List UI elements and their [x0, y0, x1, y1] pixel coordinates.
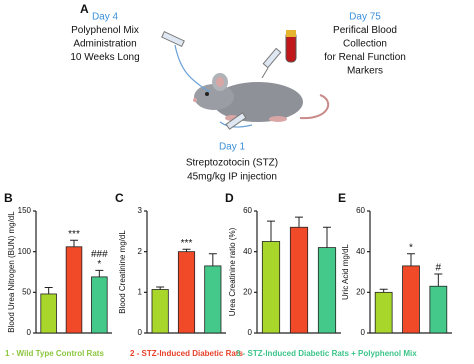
error-bar — [70, 239, 78, 247]
y-tick-label: 40 — [243, 247, 252, 256]
significance-label: *** — [68, 229, 80, 240]
step-text: Perifical Blood — [333, 25, 397, 36]
y-axis-label: Urea Creatinine ratio (%) — [228, 227, 237, 316]
bar — [402, 265, 420, 334]
mouse-illustration — [161, 30, 330, 130]
error-bar — [267, 220, 275, 242]
error-bar — [295, 216, 303, 228]
y-tick-label: 2 — [138, 247, 143, 256]
error-bar — [182, 248, 191, 252]
bar — [289, 226, 309, 334]
significance-label: ### — [91, 249, 108, 260]
y-tick-label: 60 — [356, 206, 365, 215]
y-tick-label: 20 — [243, 287, 252, 296]
step-text: Streptozotocin (STZ) — [186, 158, 278, 169]
legend-entry: 3 - STZ-Induced Diabetic Rats + Polyphen… — [236, 349, 417, 358]
day-label: Day 75 — [349, 12, 381, 23]
step-text: 10 Weeks Long — [70, 52, 139, 63]
panel-label: A — [80, 2, 89, 16]
y-tick-label: 150 — [18, 206, 32, 215]
y-tick-label: 0 — [27, 328, 32, 337]
bar — [91, 276, 108, 334]
y-axis-label: Blood Urea Nitrogen (BUN) mg/dL — [7, 211, 16, 333]
error-bar — [95, 269, 104, 277]
panel-label: E — [338, 191, 346, 205]
y-axis-label: Blood Creatinine mg/dL — [118, 230, 127, 314]
error-bar — [323, 226, 331, 248]
legend-entry: 1 - Wild Type Control Rats — [5, 349, 104, 358]
error-bar — [208, 253, 217, 266]
y-tick-label: 3 — [138, 206, 143, 215]
bar — [204, 265, 222, 334]
step-text: 45mg/kg IP injection — [187, 172, 277, 183]
y-tick-label: 20 — [356, 287, 365, 296]
panel-label: C — [115, 191, 124, 205]
y-tick-label: 0 — [248, 328, 253, 337]
step-text: for Renal Function — [324, 52, 406, 63]
bar — [65, 246, 83, 334]
panel-label: D — [225, 191, 234, 205]
y-tick-label: 40 — [356, 247, 365, 256]
bar — [429, 285, 448, 334]
y-tick-label: 0 — [361, 328, 366, 337]
error-bar — [44, 286, 53, 294]
step-text: Collection — [343, 39, 387, 50]
step-text: Markers — [347, 66, 383, 77]
y-tick-label: 100 — [18, 247, 32, 256]
y-tick-label: 0 — [138, 328, 143, 337]
step-text: Administration — [73, 39, 136, 50]
significance-label: # — [436, 263, 442, 274]
error-bar — [407, 253, 415, 266]
bar — [177, 251, 196, 334]
significance-label: * — [97, 259, 101, 270]
y-axis-label: Uric Acid mg/dL — [341, 243, 350, 300]
bar — [261, 241, 281, 334]
bar — [374, 291, 393, 334]
bar — [317, 247, 337, 334]
significance-label: * — [409, 242, 413, 253]
significance-label: *** — [181, 238, 193, 249]
bar — [151, 289, 169, 334]
error-bar — [434, 273, 443, 287]
error-bar — [156, 286, 165, 290]
y-tick-label: 60 — [243, 206, 252, 215]
y-tick-label: 1 — [138, 287, 143, 296]
day-label: Day 4 — [92, 12, 119, 23]
bar — [40, 293, 57, 334]
step-text: Polyphenol Mix — [71, 25, 139, 36]
legend-entry: 2 - STZ-Induced Diabetic Rats — [130, 349, 243, 358]
error-bar — [379, 288, 388, 293]
day-label: Day 1 — [219, 142, 246, 153]
y-tick-label: 50 — [22, 287, 31, 296]
panel-label: B — [4, 191, 13, 205]
